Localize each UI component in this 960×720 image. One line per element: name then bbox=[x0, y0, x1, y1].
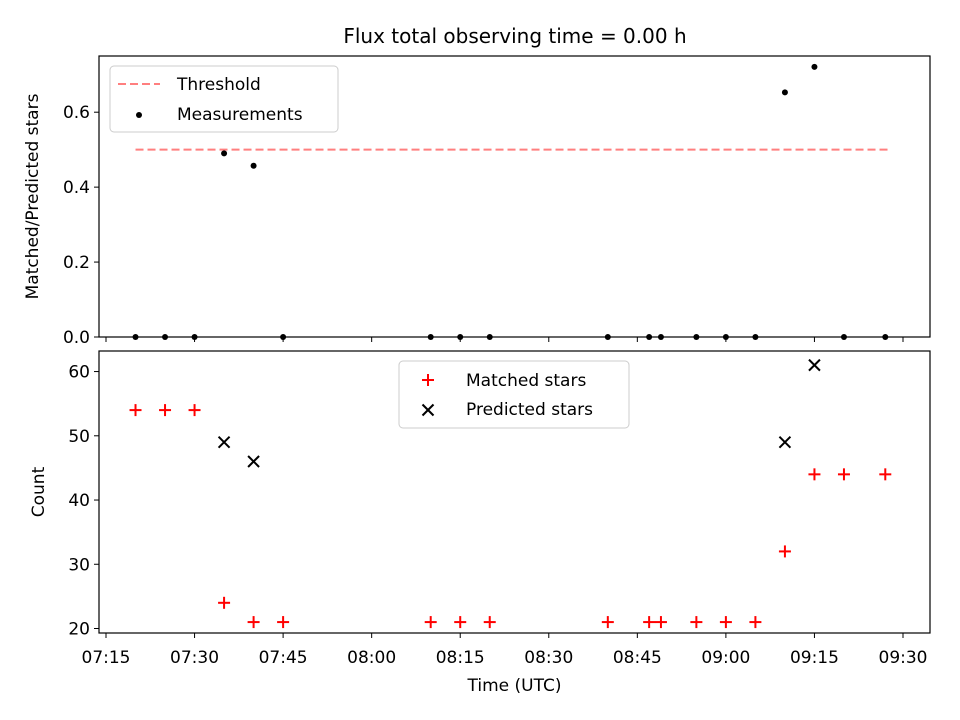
top-panel: 0.0 0.2 0.4 0.6 Matched/Predicted stars Thres… bbox=[23, 55, 931, 348]
predicted-star-point-b bbox=[808, 358, 821, 372]
matched-star-point bbox=[188, 404, 201, 417]
matched-star-point bbox=[778, 545, 791, 558]
top-ytick-label: 0.0 bbox=[63, 328, 90, 348]
legend-predicted-swatch-b bbox=[421, 403, 435, 417]
bottom-legend: Matched stars Predicted stars bbox=[398, 360, 630, 429]
bottom-xtick-label: 07:15 bbox=[82, 648, 131, 668]
matched-star-point bbox=[601, 616, 614, 629]
top-y-axis-label: Matched/Predicted stars bbox=[23, 93, 43, 299]
legend-measurements-label: Measurements bbox=[177, 105, 303, 125]
top-plot-frame bbox=[98, 55, 931, 338]
legend-matched-label: Matched stars bbox=[466, 371, 586, 391]
top-ytick-label: 0.2 bbox=[63, 253, 90, 273]
predicted-star-point-b bbox=[778, 436, 792, 449]
bottom-legend-box bbox=[398, 360, 630, 429]
bottom-xtick-label: 07:45 bbox=[259, 648, 308, 668]
measurement-point bbox=[811, 63, 818, 70]
measurement-point bbox=[250, 162, 257, 169]
bottom-xtick-label: 09:30 bbox=[879, 648, 928, 668]
measurement-point bbox=[221, 150, 228, 157]
bottom-y-axis-label: Count bbox=[29, 466, 49, 517]
bottom-plot-frame bbox=[98, 350, 931, 634]
bottom-xtick-label: 07:30 bbox=[170, 648, 219, 668]
bottom-ytick-label: 20 bbox=[68, 620, 90, 640]
bottom-ytick-label: 30 bbox=[68, 555, 90, 575]
matched-star-point bbox=[247, 616, 260, 629]
predicted-star-point bbox=[808, 358, 821, 372]
matched-star-point bbox=[654, 616, 667, 629]
legend-measurements-swatch bbox=[136, 112, 142, 118]
matched-star-point bbox=[837, 468, 850, 481]
predicted-star-point bbox=[217, 436, 231, 449]
legend-matched-swatch bbox=[422, 374, 434, 386]
matched-star-point bbox=[719, 616, 732, 629]
bottom-xtick-label: 09:15 bbox=[790, 648, 839, 668]
bottom-ytick-label: 60 bbox=[68, 363, 90, 383]
matched-star-point bbox=[218, 596, 231, 609]
predicted-star-point bbox=[247, 455, 260, 468]
matched-star-point bbox=[879, 468, 892, 481]
top-ytick-label: 0.6 bbox=[63, 103, 90, 123]
bottom-xtick-label: 08:00 bbox=[347, 648, 396, 668]
matched-star-point bbox=[483, 616, 496, 629]
top-ytick-label: 0.4 bbox=[63, 178, 90, 198]
matched-star-point bbox=[129, 404, 142, 417]
predicted-star-point bbox=[778, 436, 792, 449]
matched-star-point bbox=[808, 468, 821, 481]
bottom-xtick-label: 09:00 bbox=[701, 648, 750, 668]
legend-threshold-label: Threshold bbox=[176, 75, 261, 95]
bottom-xtick-label: 08:45 bbox=[613, 648, 662, 668]
bottom-ytick-label: 50 bbox=[68, 427, 90, 447]
matched-star-point bbox=[749, 616, 762, 629]
measurement-point bbox=[781, 89, 788, 96]
bottom-panel: 20 30 40 50 60 07:15 07:30 07:45 08:00 08:15 08:30… bbox=[29, 350, 931, 696]
predicted-star-point-b bbox=[247, 455, 260, 468]
x-axis-label: Time (UTC) bbox=[467, 676, 562, 696]
legend-predicted-swatch bbox=[421, 403, 435, 417]
bottom-xtick-label: 08:15 bbox=[436, 648, 485, 668]
matched-star-point bbox=[159, 404, 172, 417]
matched-star-point bbox=[454, 616, 467, 629]
predicted-star-point-b bbox=[217, 436, 231, 449]
top-legend: Threshold Measurements bbox=[109, 65, 339, 133]
matched-star-point bbox=[277, 616, 290, 629]
matched-star-point bbox=[643, 616, 656, 629]
chart-title: Flux total observing time = 0.00 h bbox=[343, 24, 686, 48]
bottom-ytick-label: 40 bbox=[68, 491, 90, 511]
legend-predicted-label: Predicted stars bbox=[466, 400, 593, 420]
matched-star-point bbox=[690, 616, 703, 629]
matched-star-point bbox=[424, 616, 437, 629]
top-legend-box bbox=[109, 65, 339, 133]
bottom-xtick-label: 08:30 bbox=[524, 648, 573, 668]
